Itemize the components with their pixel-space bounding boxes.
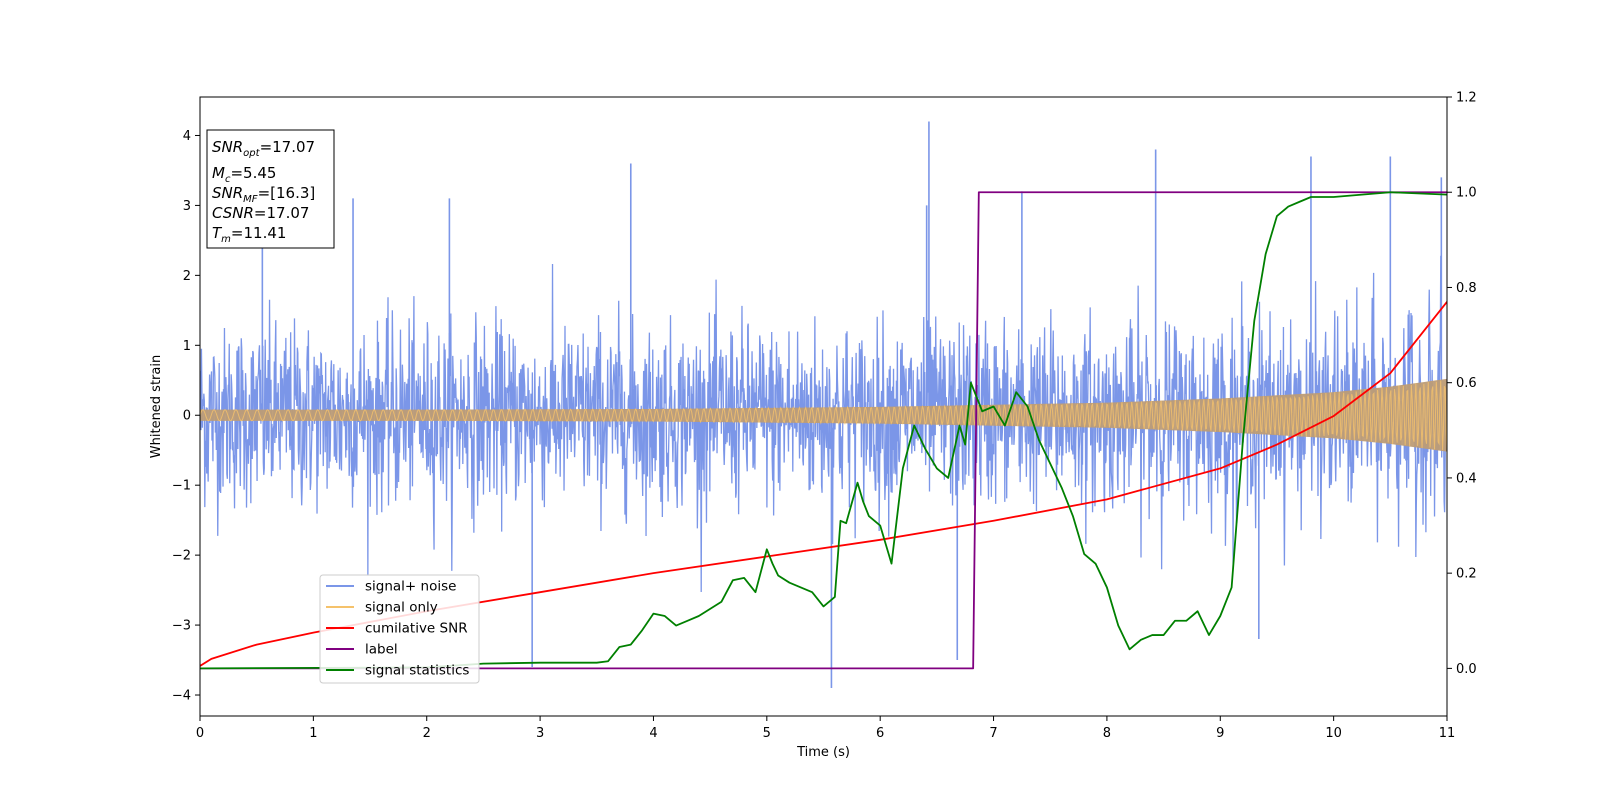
x-axis-label: Time (s) (796, 745, 850, 760)
ticks-layer: 0 1 2 3 4 5 6 7 8 9 10 11 −4 −3 −2 −1 0 1 2 3 4 0.0 0.2 0.4 0.6 0… (172, 91, 1477, 742)
legend-label-signal-noise: signal+ noise (365, 579, 456, 595)
x-tick-label: 2 (423, 726, 431, 741)
legend-label-signal-statistics: signal statistics (365, 663, 469, 679)
y-tick-label: −2 (172, 549, 191, 564)
annotation-tm: Tm=11.41 (212, 224, 286, 245)
x-tick-label: 11 (1439, 726, 1456, 741)
series-label (200, 191, 1447, 670)
x-tick-label: 6 (876, 726, 884, 741)
series-signal-statistics (200, 191, 1447, 670)
x-tick-label: 5 (763, 726, 771, 741)
x-tick-label: 3 (536, 726, 544, 741)
series-signal-only-chirp (200, 380, 1447, 451)
y-right-tick-label: 0.6 (1456, 376, 1477, 391)
annotation-csnr: CSNR=17.07 (212, 204, 309, 222)
y-right-tick-label: 0.8 (1456, 281, 1477, 296)
series-signal-only (200, 378, 1447, 452)
axes-frame (199, 96, 1448, 717)
stats-annotation-frame (206, 129, 335, 249)
legend-label-label: label (365, 642, 398, 658)
annotation-snr-mf: SNRMF=[16.3] (212, 184, 315, 205)
y-tick-label: 0 (183, 409, 191, 424)
stats-annotation-box: SNRopt=17.07 Mc=5.45 SNRMF=[16.3] CSNR=1… (206, 129, 335, 249)
data-layer (200, 121, 1447, 689)
y-axis-label: Whitened strain (149, 355, 164, 458)
legend-label-cumulative-snr: cumilative SNR (365, 621, 468, 637)
legend-frame (319, 574, 480, 684)
y-tick-label: 2 (183, 269, 191, 284)
y-right-tick-label: 0.4 (1456, 471, 1477, 486)
y-right-tick-label: 1.0 (1456, 186, 1477, 201)
x-tick-label: 8 (1103, 726, 1111, 741)
y-tick-label: 1 (183, 339, 191, 354)
annotation-mc: Mc=5.45 (212, 164, 276, 185)
y-tick-label: 4 (183, 129, 191, 144)
x-tick-label: 0 (196, 726, 204, 741)
series-cumulative-snr (200, 301, 1447, 667)
y-tick-label: −4 (172, 689, 191, 704)
x-tick-label: 4 (649, 726, 657, 741)
y-right-tick-label: 0.2 (1456, 567, 1477, 582)
y-tick-label: 3 (183, 199, 191, 214)
x-tick-label: 9 (1216, 726, 1224, 741)
x-tick-label: 10 (1325, 726, 1342, 741)
legend-label-signal-only: signal only (365, 600, 438, 616)
x-tick-label: 1 (309, 726, 317, 741)
y-tick-label: −3 (172, 619, 191, 634)
y-right-tick-label: 1.2 (1456, 91, 1477, 106)
y-right-tick-label: 0.0 (1456, 662, 1477, 677)
legend: signal+ noise signal only cumilative SNR… (319, 574, 480, 684)
y-tick-label: −1 (172, 479, 191, 494)
x-tick-label: 7 (989, 726, 997, 741)
annotation-snr-opt: SNRopt=17.07 (212, 138, 315, 159)
